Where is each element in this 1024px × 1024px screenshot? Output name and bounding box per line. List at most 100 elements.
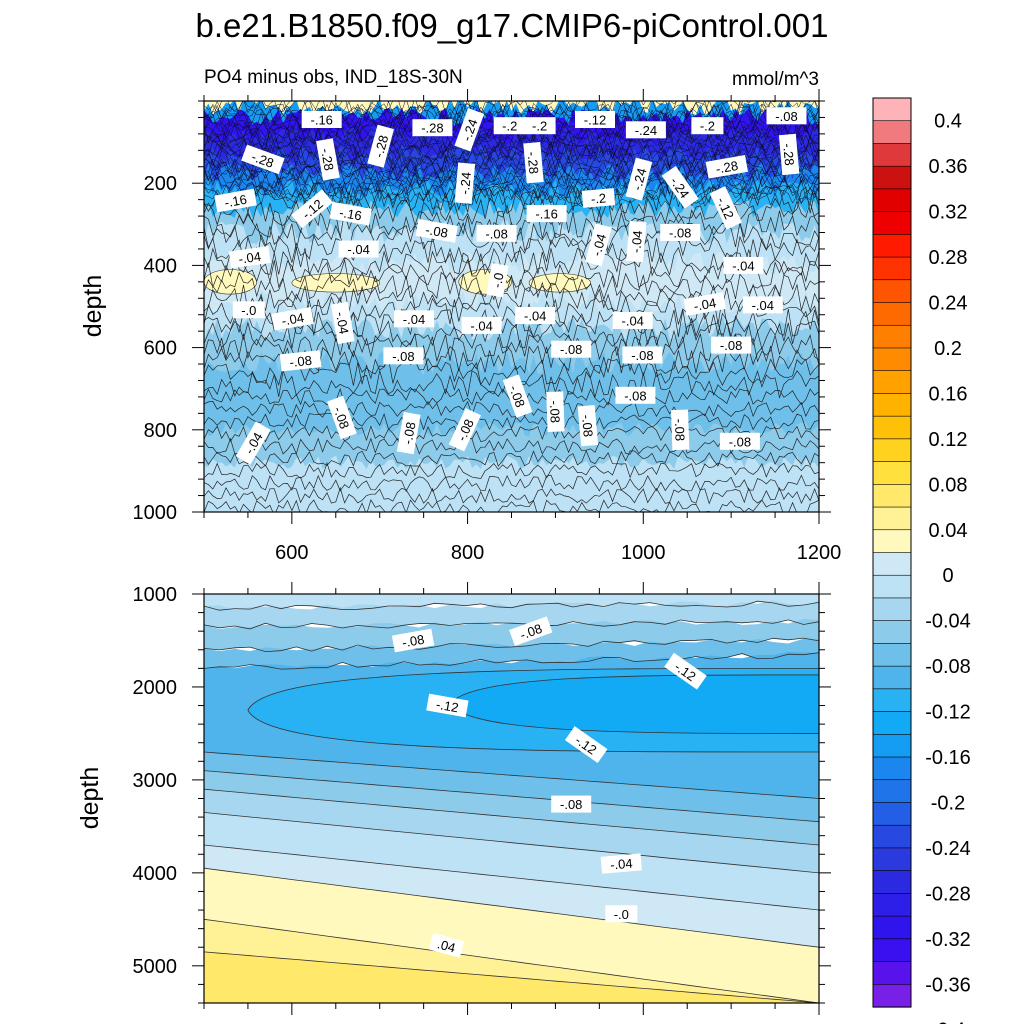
upper-contour-label-box bbox=[626, 220, 647, 263]
upper-contour-label-text: -.04 bbox=[693, 295, 718, 314]
lower-y-tick-label-4000: 4000 bbox=[133, 863, 178, 885]
upper-contour-label-box bbox=[241, 144, 285, 175]
lower-contour-labels: -.08 -.08-.12-.12-.12-.08-.04-.0.04 bbox=[391, 616, 707, 958]
colorbar-tick-label: 0.28 bbox=[929, 247, 968, 269]
upper-contour-label-text: -.08 bbox=[672, 418, 688, 441]
colorbar-cell-25 bbox=[872, 665, 912, 690]
upper-contour-label-text: -.28 bbox=[715, 158, 740, 177]
lower-contour-line-3 bbox=[204, 652, 819, 670]
upper-contour-label-box bbox=[709, 186, 743, 230]
upper-contour-label-52: -.08 bbox=[719, 432, 760, 450]
upper-contour-label-box bbox=[526, 205, 567, 223]
upper-contour-line-17 bbox=[204, 143, 819, 165]
upper-contour-label-33: -.08 bbox=[546, 391, 565, 432]
upper-contour-line-57 bbox=[204, 486, 819, 505]
colorbar-cell-23 bbox=[872, 620, 912, 644]
upper-contour-label-box bbox=[271, 306, 314, 331]
upper-contour-label-box bbox=[415, 219, 458, 243]
upper-contour-label-box bbox=[301, 111, 342, 128]
upper-contour-label-text: -.08 bbox=[631, 348, 653, 363]
upper-contour-label-13: -.28 bbox=[367, 124, 394, 168]
upper-contour-label-0: -.16 bbox=[214, 188, 257, 213]
upper-contour-label-text: -.0 bbox=[241, 303, 256, 318]
upper-contour-label-55: -.08 bbox=[766, 107, 807, 125]
lower-contour-label-text: -.0 bbox=[614, 907, 629, 922]
upper-contour-label-14: -.04 bbox=[394, 310, 434, 328]
upper-contour-label-box bbox=[394, 310, 434, 328]
lower-contour-lines bbox=[204, 600, 819, 1003]
lower-contour-label-box bbox=[664, 652, 707, 690]
upper-contour-label-48: -.04 bbox=[683, 292, 726, 316]
upper-contour-label-text: -.16 bbox=[338, 205, 363, 224]
upper-contour-label-text: -.08 bbox=[579, 414, 596, 438]
upper-contour-label-text: -.16 bbox=[310, 113, 332, 128]
lower-depth-panel: -.08 -.08-.12-.12-.12-.08-.04-.0.04 10002… bbox=[76, 582, 831, 1015]
upper-contour-label-31: -.16 bbox=[526, 205, 567, 223]
colorbar-cell-14 bbox=[872, 415, 912, 440]
upper-contour-line-50 bbox=[204, 400, 819, 418]
x-tick-label-800: 800 bbox=[451, 542, 484, 564]
upper-contour-label-box bbox=[577, 405, 599, 447]
upper-contour-label-44: -.24 bbox=[661, 166, 699, 209]
upper-contour-label-28: -.04 bbox=[515, 307, 556, 324]
upper-contour-label-30: -.2 bbox=[523, 117, 556, 135]
upper-contour-label-text: -.28 bbox=[371, 134, 391, 160]
colorbar-cell-19 bbox=[872, 529, 912, 554]
colorbar-cell-20 bbox=[872, 552, 912, 576]
upper-contour-label-text: -.08 bbox=[720, 338, 742, 353]
x-tick-label-1000: 1000 bbox=[621, 542, 666, 564]
colorbar-tick-label: 0.12 bbox=[929, 429, 968, 451]
lower-y-axis-label: depth bbox=[76, 767, 104, 830]
upper-contour-label-54: -.04 bbox=[742, 296, 783, 314]
lower-contour-line-0 bbox=[204, 600, 819, 611]
upper-contour-label-34: -.12 bbox=[575, 111, 615, 128]
upper-contour-label-text: -.04 bbox=[589, 232, 609, 258]
upper-contour-label-10: -.16 bbox=[329, 201, 372, 226]
colorbar-cell-37 bbox=[872, 938, 912, 963]
upper-contour-line-56 bbox=[204, 474, 819, 493]
upper-contour-label-box bbox=[454, 108, 485, 152]
colorbar-tick-label: -0.04 bbox=[925, 611, 971, 633]
upper-contour-label-box bbox=[766, 107, 807, 125]
colorbar-tick-label: -0.24 bbox=[925, 838, 971, 860]
lower-contour-line-6 bbox=[204, 788, 819, 846]
colorbar-cell-24 bbox=[872, 643, 912, 667]
upper-contour-label-text: -.08 bbox=[624, 388, 646, 403]
upper-contour-line-19 bbox=[204, 149, 819, 171]
upper-contour-label-16: -.08 bbox=[327, 395, 357, 440]
upper-contour-label-text: -.28 bbox=[421, 121, 443, 136]
upper-contour-label-2: -.04 bbox=[228, 245, 271, 269]
upper-contour-label-45: -.08 bbox=[660, 224, 701, 241]
colorbar-cell-28 bbox=[872, 733, 912, 758]
colorbar-cell-13 bbox=[872, 393, 912, 417]
upper-y-tick-label-800: 800 bbox=[144, 420, 177, 442]
upper-contour-label-11: -.04 bbox=[338, 240, 379, 258]
colorbar-cell-38 bbox=[872, 961, 912, 985]
upper-contour-label-text: -.28 bbox=[318, 147, 337, 172]
lower-y-tick-label-1000: 1000 bbox=[133, 584, 178, 606]
upper-contour-line-52 bbox=[204, 424, 819, 443]
upper-contour-label-box bbox=[615, 386, 656, 404]
upper-contour-label-text: -.16 bbox=[223, 192, 248, 211]
upper-contour-label-8: -.28 bbox=[316, 138, 340, 181]
upper-contour-label-box bbox=[493, 117, 526, 135]
upper-contour-label-text: -.2 bbox=[532, 119, 547, 134]
upper-contour-label-1: -.28 bbox=[241, 144, 285, 175]
colorbar-cell-26 bbox=[872, 688, 912, 713]
colorbar-cell-0 bbox=[872, 97, 912, 122]
colorbar-frame bbox=[872, 97, 912, 1008]
upper-contour-line-53 bbox=[204, 437, 819, 455]
colorbar-tick-label: -0.28 bbox=[925, 883, 971, 905]
upper-contour-label-42: -.08 bbox=[622, 346, 663, 364]
upper-contour-label-box bbox=[660, 224, 701, 241]
upper-contour-label-box bbox=[461, 316, 502, 334]
upper-contour-label-text: -.12 bbox=[584, 113, 606, 128]
upper-contour-label-7: -.16 bbox=[301, 111, 342, 128]
upper-contour-label-box bbox=[515, 307, 556, 324]
upper-contour-line-36 bbox=[204, 221, 819, 252]
upper-contour-line-55 bbox=[204, 461, 819, 479]
upper-contour-label-box bbox=[622, 346, 663, 364]
upper-contour-label-3: -.0 bbox=[232, 301, 265, 319]
colorbar-cell-2 bbox=[872, 143, 912, 167]
panel-units: mmol/m^3 bbox=[732, 69, 819, 90]
